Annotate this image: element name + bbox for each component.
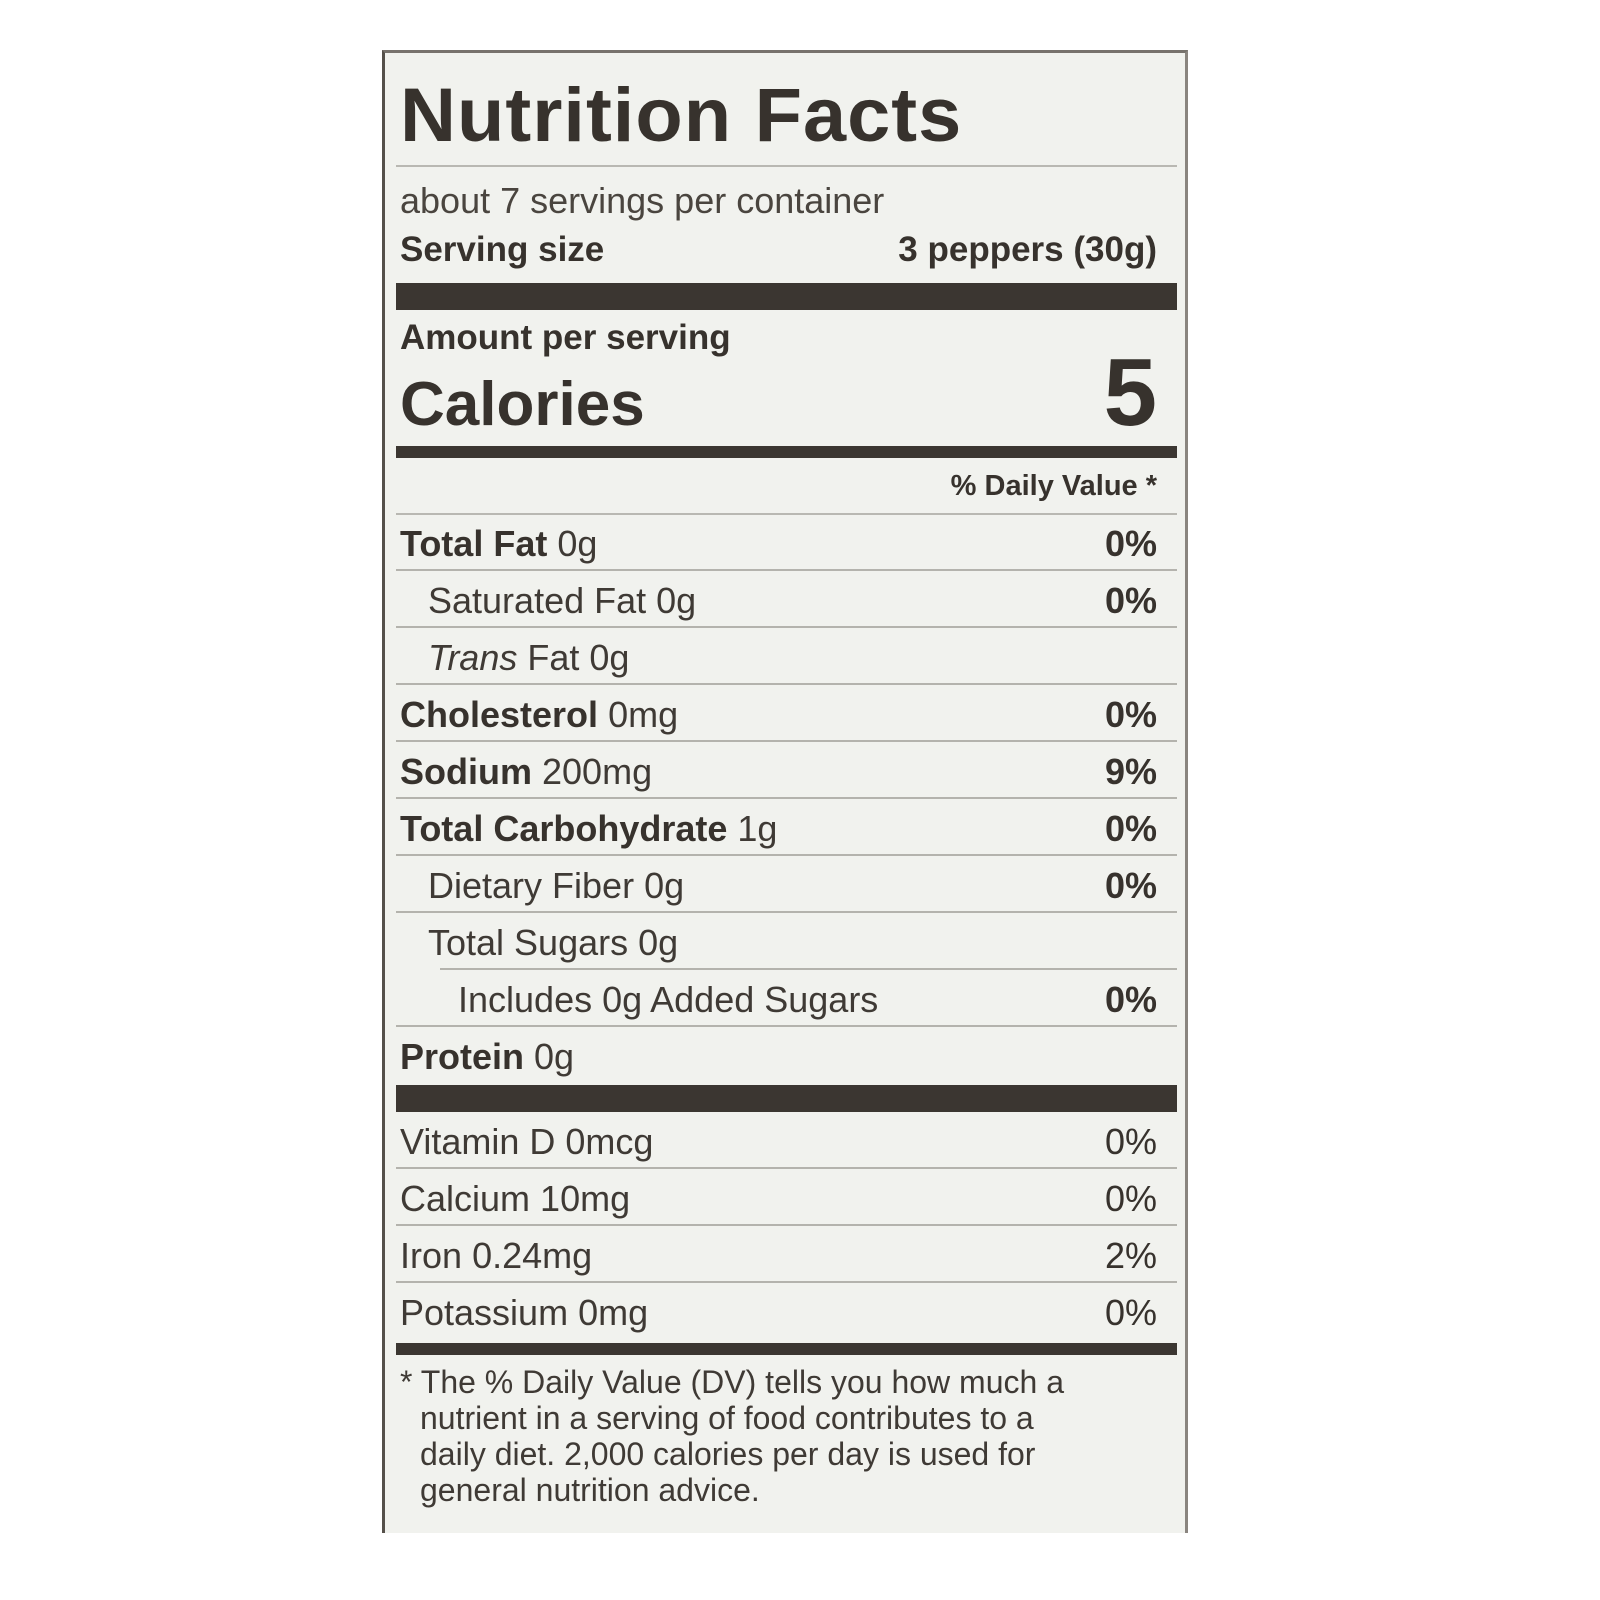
nutrient-name: Total Carbohydrate [400, 808, 728, 849]
nutrient-amount: 0g [638, 922, 679, 963]
nutrient-daily-value: 0% [1104, 865, 1157, 906]
nutrient-row: Total Fat 0g 0% [396, 514, 1177, 571]
nutrient-amount: 0g [534, 1036, 575, 1077]
row-divider [396, 911, 1177, 913]
nutrient-label: Dietary Fiber 0g [428, 865, 684, 907]
vitamin-row: Iron 0.24mg 2% [396, 1226, 1177, 1283]
vitamin-label: Vitamin D 0mcg [400, 1121, 653, 1163]
nutrient-name: Protein [400, 1036, 525, 1077]
row-divider [396, 626, 1177, 628]
row-divider [396, 1167, 1177, 1169]
calories-value: 5 [1103, 339, 1157, 446]
divider [396, 513, 1177, 515]
nutrient-row: Total Sugars 0g [396, 913, 1177, 970]
nutrient-amount: 0g [557, 523, 598, 564]
vitamin-amount: 0.24mg [472, 1235, 593, 1276]
vitamin-label: Potassium 0mg [400, 1292, 648, 1334]
vitamin-row: Potassium 0mg 0% [396, 1283, 1177, 1340]
footnote-line: daily diet. 2,000 calories per day is us… [420, 1436, 1036, 1472]
nutrient-amount: 0mg [608, 694, 679, 735]
vitamin-daily-value: 0% [1104, 1292, 1157, 1333]
nutrient-daily-value: 0% [1104, 979, 1157, 1020]
nutrient-label: Total Carbohydrate 1g [400, 808, 777, 850]
vitamin-name: Iron [400, 1235, 463, 1276]
row-divider [396, 740, 1177, 742]
nutrient-row: Dietary Fiber 0g 0% [396, 856, 1177, 913]
medium-divider [396, 446, 1177, 458]
nutrient-daily-value: 0% [1104, 580, 1157, 621]
nutrient-amount: 1g [737, 808, 778, 849]
row-divider [396, 569, 1177, 571]
vitamin-amount: 0mcg [565, 1121, 654, 1162]
footnote-line: general nutrition advice. [420, 1472, 760, 1508]
nutrient-row: Total Carbohydrate 1g 0% [396, 799, 1177, 856]
nutrient-name: Total Fat [400, 523, 548, 564]
nutrient-row: Includes 0g Added Sugars 0% [396, 970, 1177, 1027]
nutrient-name: Saturated Fat [428, 580, 647, 621]
nutrient-amount: 0g [644, 865, 685, 906]
nutrient-daily-value: 0% [1104, 808, 1157, 849]
nutrient-label: Saturated Fat 0g [428, 580, 696, 622]
vitamin-name: Potassium [400, 1292, 569, 1333]
nutrient-name: Total Sugars [428, 922, 629, 963]
serving-size-label: Serving size [400, 230, 605, 269]
amount-per-serving: Amount per serving [400, 318, 731, 357]
row-divider [396, 1025, 1177, 1027]
footnote-line: * The % Daily Value (DV) tells you how m… [400, 1364, 1064, 1400]
nutrient-row: Protein 0g [396, 1027, 1177, 1084]
daily-value-header: % Daily Value * [950, 470, 1157, 502]
nutrient-name: Trans [428, 637, 518, 678]
row-divider [396, 1224, 1177, 1226]
nutrient-amount: 200mg [542, 751, 653, 792]
thick-divider [396, 1085, 1177, 1112]
nutrient-name: Cholesterol [400, 694, 599, 735]
vitamin-daily-value: 2% [1104, 1235, 1157, 1276]
divider [396, 165, 1177, 167]
nutrient-row: Cholesterol 0mg 0% [396, 685, 1177, 742]
row-divider [396, 797, 1177, 799]
vitamin-row: Calcium 10mg 0% [396, 1169, 1177, 1226]
vitamin-label: Calcium 10mg [400, 1178, 630, 1220]
nutrient-row: Sodium 200mg 9% [396, 742, 1177, 799]
vitamin-amount: 10mg [540, 1178, 631, 1219]
row-divider [396, 683, 1177, 685]
nutrient-label: Total Fat 0g [400, 523, 597, 565]
nutrient-amount: 0g [589, 637, 630, 678]
nutrient-daily-value: 0% [1104, 523, 1157, 564]
serving-size-value: 3 peppers (30g) [898, 230, 1157, 269]
nutrient-row: Saturated Fat 0g 0% [396, 571, 1177, 628]
vitamin-name: Calcium [400, 1178, 531, 1219]
nutrient-label: Protein 0g [400, 1036, 574, 1078]
nutrient-amount: 0g [656, 580, 697, 621]
calories-label: Calories [400, 370, 645, 439]
footnote-line: nutrient in a serving of food contribute… [420, 1400, 1034, 1436]
nutrient-name: Includes 0g Added Sugars [458, 979, 879, 1020]
vitamin-daily-value: 0% [1104, 1178, 1157, 1219]
vitamin-name: Vitamin D [400, 1121, 556, 1162]
nutrient-name: Dietary Fiber [428, 865, 635, 906]
nutrient-name-suffix: Fat [517, 637, 580, 678]
nutrient-label: Sodium 200mg [400, 751, 652, 793]
vitamin-row: Vitamin D 0mcg 0% [396, 1112, 1177, 1169]
label-title: Nutrition Facts [400, 73, 963, 158]
nutrient-label: Includes 0g Added Sugars [458, 979, 878, 1021]
nutrient-daily-value: 9% [1104, 751, 1157, 792]
nutrient-label: Total Sugars 0g [428, 922, 678, 964]
row-divider [440, 968, 1177, 970]
row-divider [396, 854, 1177, 856]
nutrient-row: Trans Fat 0g [396, 628, 1177, 685]
medium-divider [396, 1343, 1177, 1355]
vitamin-label: Iron 0.24mg [400, 1235, 592, 1277]
servings-per-container: about 7 servings per container [400, 180, 885, 221]
vitamin-amount: 0mg [578, 1292, 649, 1333]
thick-divider [396, 283, 1177, 310]
nutrient-daily-value: 0% [1104, 694, 1157, 735]
row-divider [396, 1281, 1177, 1283]
nutrient-name: Sodium [400, 751, 532, 792]
vitamin-daily-value: 0% [1104, 1121, 1157, 1162]
nutrient-label: Trans Fat 0g [428, 637, 629, 679]
nutrient-label: Cholesterol 0mg [400, 694, 678, 736]
